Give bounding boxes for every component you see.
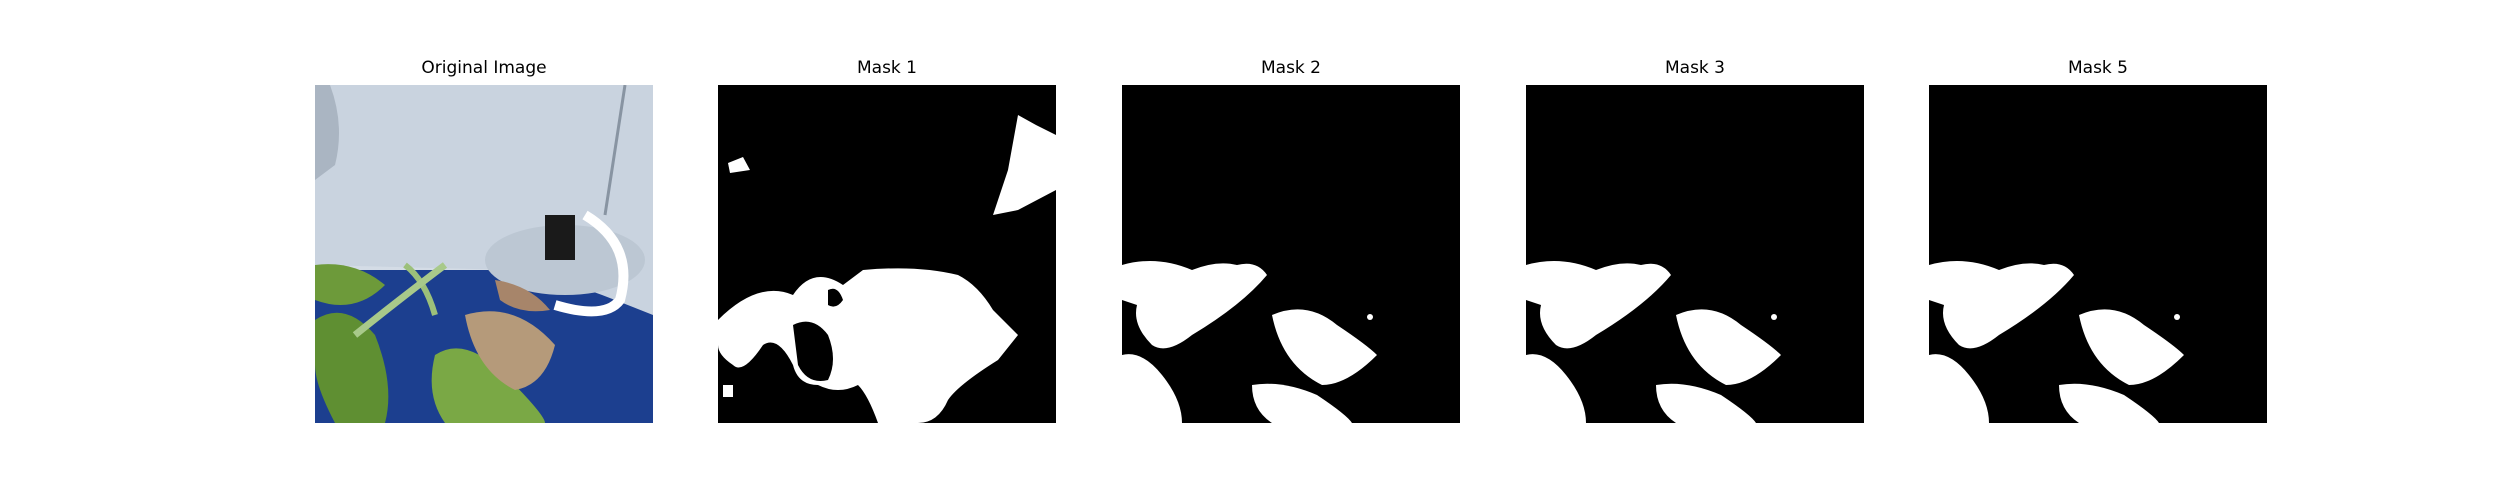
panel-title: Mask 3 (1664, 58, 1725, 78)
mask-image (718, 85, 1056, 423)
mask-image (1929, 85, 2267, 423)
original-image (315, 85, 653, 423)
panel-title: Mask 5 (2067, 58, 2128, 78)
mask-5-graphic (1929, 85, 2267, 423)
panel-title: Mask 1 (856, 58, 917, 78)
original-image-graphic (315, 85, 653, 423)
mask-1-graphic (718, 85, 1056, 423)
mask-image (1122, 85, 1460, 423)
mask-image (1526, 85, 1864, 423)
panel-title: Mask 2 (1260, 58, 1321, 78)
mask-3-graphic (1526, 85, 1864, 423)
mask-2-graphic (1122, 85, 1460, 423)
panel-title: Original Image (421, 58, 547, 78)
